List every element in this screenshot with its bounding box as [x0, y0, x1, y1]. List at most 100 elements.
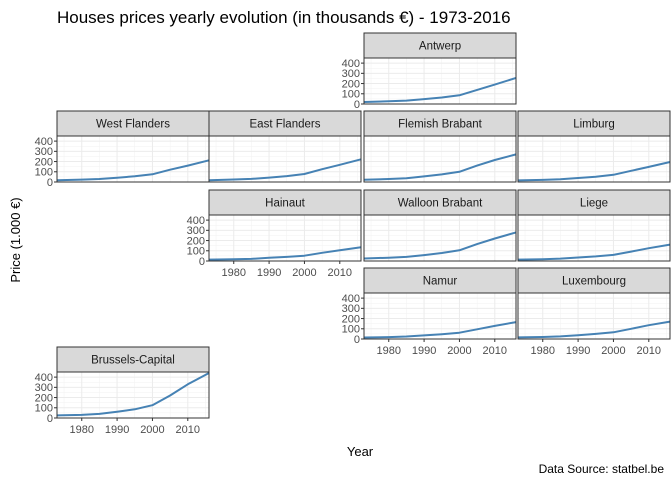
- panel-bg-brussels-capital: [57, 372, 209, 418]
- y-tick-label: 200: [342, 78, 360, 90]
- panel-border-antwerp: [363, 57, 517, 105]
- series-line-antwerp: [363, 76, 517, 103]
- strip-limburg: [517, 110, 671, 137]
- panel-border-hainaut: [208, 214, 362, 262]
- panel-border-east-flanders: [208, 135, 362, 183]
- y-tick-label: 200: [35, 156, 53, 168]
- y-tick-label: 200: [187, 235, 205, 247]
- y-tick-label: 300: [35, 382, 53, 394]
- x-tick-label: 2000: [601, 345, 625, 357]
- series-line-walloon-brabant: [363, 231, 517, 260]
- y-tick-label: 0: [354, 334, 360, 346]
- series-line-east-flanders: [208, 158, 362, 182]
- series-line-namur: [363, 321, 517, 339]
- strip-label-antwerp: Antwerp: [419, 41, 461, 53]
- x-tick-label: 1990: [105, 424, 129, 436]
- x-tick-label: 1990: [412, 345, 436, 357]
- series-line-liege: [517, 243, 671, 261]
- y-axis-title: Price (1.000 €): [8, 197, 23, 282]
- panel-bg-limburg: [518, 136, 670, 182]
- panel-border-brussels-capital: [56, 371, 210, 419]
- y-tick-label: 0: [199, 256, 205, 268]
- strip-label-east-flanders: East Flanders: [250, 119, 321, 131]
- y-tick-label: 400: [342, 293, 360, 305]
- strip-label-liege: Liege: [580, 198, 608, 210]
- x-tick-label: 1980: [377, 345, 401, 357]
- strip-label-luxembourg: Luxembourg: [562, 276, 626, 288]
- series-line-brussels-capital: [56, 372, 210, 417]
- series-line-hainaut: [208, 246, 362, 261]
- strip-antwerp: [363, 32, 517, 59]
- series-line-limburg: [517, 161, 671, 182]
- y-tick-label: 200: [35, 392, 53, 404]
- y-tick-label: 0: [354, 99, 360, 111]
- facet-limburg: Limburg: [517, 110, 671, 183]
- strip-luxembourg: [517, 267, 671, 294]
- x-tick-label: 1980: [531, 345, 555, 357]
- y-tick-label: 100: [187, 246, 205, 258]
- x-tick-label: 1990: [257, 267, 281, 279]
- y-tick-label: 300: [187, 225, 205, 237]
- strip-east-flanders: [208, 110, 362, 137]
- panel-bg-luxembourg: [518, 293, 670, 339]
- x-tick-label: 2000: [292, 267, 316, 279]
- panel-bg-antwerp: [364, 58, 516, 104]
- x-tick-label: 2000: [447, 345, 471, 357]
- y-tick-label: 400: [187, 215, 205, 227]
- strip-label-west-flanders: West Flanders: [96, 119, 170, 131]
- y-tick-label: 0: [47, 177, 53, 189]
- facet-liege: Liege: [517, 189, 671, 262]
- facet-luxembourg: Luxembourg 1980 1990 2000 2010: [517, 267, 671, 357]
- y-tick-label: 300: [342, 68, 360, 80]
- strip-brussels-capital: [56, 346, 210, 373]
- x-tick-label: 2010: [176, 424, 200, 436]
- strip-label-namur: Namur: [423, 276, 458, 288]
- x-tick-label: 2010: [328, 267, 352, 279]
- x-tick-label: 2010: [637, 345, 661, 357]
- facet-walloon-brabant: Walloon Brabant: [363, 189, 517, 262]
- panel-border-namur: [363, 292, 517, 340]
- y-tick-label: 400: [342, 58, 360, 70]
- y-tick-label: 0: [47, 413, 53, 425]
- y-tick-label: 200: [342, 313, 360, 325]
- y-tick-label: 400: [35, 372, 53, 384]
- series-line-luxembourg: [517, 320, 671, 339]
- panel-border-flemish-brabant: [363, 135, 517, 183]
- panel-bg-west-flanders: [57, 136, 209, 182]
- panel-border-liege: [517, 214, 671, 262]
- y-tick-label: 100: [342, 324, 360, 336]
- panel-bg-namur: [364, 293, 516, 339]
- strip-label-limburg: Limburg: [573, 119, 615, 131]
- x-axis-title: Year: [347, 444, 374, 459]
- panel-bg-hainaut: [209, 215, 361, 261]
- chart-title: Houses prices yearly evolution (in thous…: [57, 8, 511, 27]
- y-tick-label: 100: [342, 89, 360, 101]
- strip-label-hainaut: Hainaut: [265, 198, 305, 210]
- panel-border-luxembourg: [517, 292, 671, 340]
- facet-flemish-brabant: Flemish Brabant: [363, 110, 517, 183]
- series-line-west-flanders: [56, 159, 210, 182]
- x-tick-label: 1980: [222, 267, 246, 279]
- y-tick-label: 100: [35, 403, 53, 415]
- panel-bg-east-flanders: [209, 136, 361, 182]
- facet-east-flanders: East Flanders: [208, 110, 362, 183]
- y-tick-label: 300: [342, 303, 360, 315]
- strip-label-brussels-capital: Brussels-Capital: [91, 355, 175, 367]
- strip-label-flemish-brabant: Flemish Brabant: [398, 119, 483, 131]
- series-line-flemish-brabant: [363, 153, 517, 181]
- strip-namur: [363, 267, 517, 294]
- panel-border-walloon-brabant: [363, 214, 517, 262]
- x-tick-label: 2010: [483, 345, 507, 357]
- x-tick-label: 2000: [140, 424, 164, 436]
- y-tick-label: 100: [35, 167, 53, 179]
- x-tick-label: 1980: [70, 424, 94, 436]
- caption: Data Source: statbel.be: [539, 462, 665, 476]
- strip-label-walloon-brabant: Walloon Brabant: [398, 198, 483, 210]
